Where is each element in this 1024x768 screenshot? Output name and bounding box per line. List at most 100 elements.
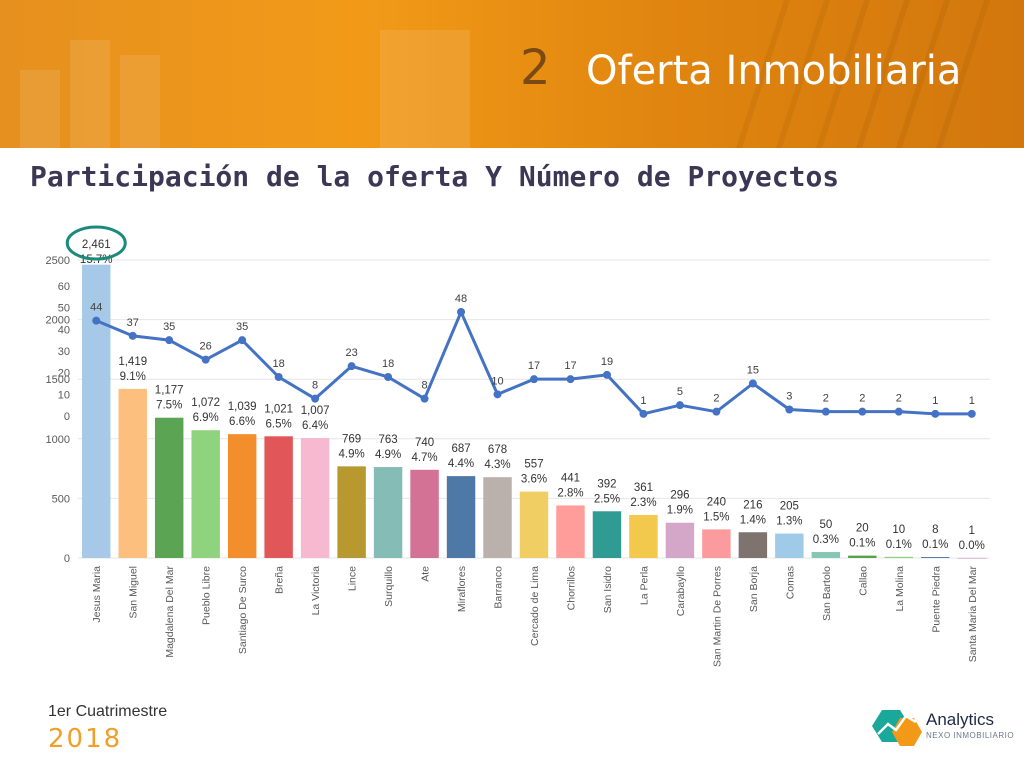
y-tick-label: 0 bbox=[64, 553, 70, 565]
bar-share-label: 6.4% bbox=[302, 420, 328, 432]
bar-share-label: 2.5% bbox=[594, 493, 620, 505]
projects-point bbox=[530, 375, 538, 384]
bar-value-label: 441 bbox=[561, 472, 580, 484]
projects-label: 48 bbox=[455, 293, 467, 305]
projects-label: 1 bbox=[969, 395, 975, 407]
bar bbox=[154, 417, 184, 558]
bar-share-label: 9.1% bbox=[120, 371, 146, 383]
projects-point bbox=[274, 373, 283, 381]
bar bbox=[811, 552, 841, 558]
bar-value-label: 240 bbox=[707, 496, 726, 508]
bar-value-label: 296 bbox=[670, 490, 689, 502]
projects-point bbox=[858, 407, 867, 416]
bar-value-label: 1,039 bbox=[228, 401, 257, 413]
bar-share-label: 0.3% bbox=[813, 534, 839, 546]
x-tick-label: San Borja bbox=[748, 566, 760, 612]
bar-value-label: 1,021 bbox=[264, 403, 293, 415]
section-title: Oferta Inmobiliaria bbox=[586, 48, 962, 94]
header-banner: 2 Oferta Inmobiliaria bbox=[0, 0, 1024, 148]
y-tick-label: 2500 bbox=[46, 255, 70, 267]
bar bbox=[921, 557, 950, 558]
bar-share-label: 0.0% bbox=[959, 540, 985, 552]
x-tick-label: La Molina bbox=[894, 566, 906, 612]
projects-point bbox=[712, 407, 721, 416]
x-tick-label: San Martin De Porres bbox=[711, 566, 723, 667]
bar bbox=[884, 556, 914, 558]
bar-share-label: 2.3% bbox=[630, 497, 656, 509]
projects-label: 17 bbox=[528, 360, 540, 372]
x-tick-label: Ate bbox=[420, 566, 432, 582]
bar-share-label: 2.8% bbox=[557, 487, 583, 499]
bar-value-label: 2,461 bbox=[82, 239, 111, 251]
projects-label: 1 bbox=[640, 395, 646, 407]
projects-point bbox=[931, 409, 940, 418]
projects-label: 26 bbox=[200, 341, 212, 353]
bar bbox=[337, 466, 366, 558]
bar bbox=[848, 555, 877, 558]
x-tick-label: La Victoria bbox=[310, 566, 322, 616]
projects-point bbox=[748, 379, 757, 388]
projects-label: 37 bbox=[127, 317, 139, 329]
x-tick-label: Surquillo bbox=[383, 566, 395, 607]
bar-share-label: 1.5% bbox=[703, 511, 729, 523]
projects-point bbox=[92, 316, 101, 325]
bar-share-label: 4.3% bbox=[484, 459, 510, 471]
bar-value-label: 1,419 bbox=[118, 356, 147, 368]
bar-value-label: 1,177 bbox=[155, 385, 184, 397]
bar bbox=[264, 436, 293, 558]
bar bbox=[227, 434, 257, 558]
projects-label: 35 bbox=[236, 321, 248, 333]
projects-point bbox=[384, 373, 393, 381]
y-tick-label: 2000 bbox=[46, 315, 70, 327]
x-tick-label: San Miguel bbox=[128, 566, 140, 619]
bar-share-label: 0.1% bbox=[886, 539, 912, 551]
bar-value-label: 557 bbox=[524, 459, 543, 471]
y-tick-label: 500 bbox=[52, 493, 70, 505]
projects-point bbox=[493, 390, 502, 399]
projects-point bbox=[602, 370, 611, 379]
projects-label: 19 bbox=[601, 356, 613, 368]
bar-value-label: 1,007 bbox=[301, 405, 330, 417]
projects-label: 44 bbox=[90, 302, 102, 314]
banner-decoration bbox=[20, 70, 60, 148]
y2-tick-label: 30 bbox=[58, 346, 70, 358]
bar-value-label: 763 bbox=[378, 434, 397, 446]
footer-period: 1er Cuatrimestre bbox=[48, 703, 168, 720]
bar-value-label: 687 bbox=[451, 443, 470, 455]
x-tick-label: Santa Maria Del Mar bbox=[967, 566, 979, 663]
bar bbox=[629, 514, 658, 558]
bar bbox=[300, 437, 330, 558]
projects-label: 3 bbox=[786, 391, 792, 403]
bar-share-label: 1.9% bbox=[667, 505, 693, 517]
projects-point bbox=[347, 362, 356, 371]
bar-share-label: 3.6% bbox=[521, 474, 547, 486]
projects-point bbox=[128, 331, 137, 340]
bar bbox=[519, 491, 549, 558]
bar-value-label: 740 bbox=[415, 437, 434, 449]
bar-share-label: 4.9% bbox=[338, 448, 364, 460]
x-tick-label: Breña bbox=[274, 566, 286, 594]
bar-share-label: 4.9% bbox=[375, 449, 401, 461]
bar bbox=[702, 529, 731, 558]
bar-value-label: 361 bbox=[634, 482, 653, 494]
projects-point bbox=[165, 336, 174, 345]
projects-label: 5 bbox=[677, 386, 683, 398]
bar bbox=[483, 477, 512, 558]
bar-value-label: 8 bbox=[932, 524, 938, 536]
x-tick-label: Miraflores bbox=[456, 566, 468, 612]
projects-point bbox=[821, 407, 830, 416]
bar bbox=[446, 476, 476, 558]
y-tick-label: 1500 bbox=[46, 374, 70, 386]
projects-point bbox=[675, 401, 684, 410]
x-tick-label: Jesus Maria bbox=[91, 566, 103, 623]
bar-share-label: 6.9% bbox=[193, 412, 219, 424]
projects-point bbox=[457, 308, 466, 316]
bar bbox=[373, 467, 403, 558]
bar bbox=[410, 469, 439, 558]
bar bbox=[738, 532, 768, 558]
x-tick-label: Callao bbox=[857, 566, 869, 596]
projects-point bbox=[420, 394, 429, 403]
bar-share-label: 1.3% bbox=[776, 516, 802, 528]
bar-value-label: 1,072 bbox=[191, 397, 220, 409]
bar-share-label: 1.4% bbox=[740, 514, 766, 526]
